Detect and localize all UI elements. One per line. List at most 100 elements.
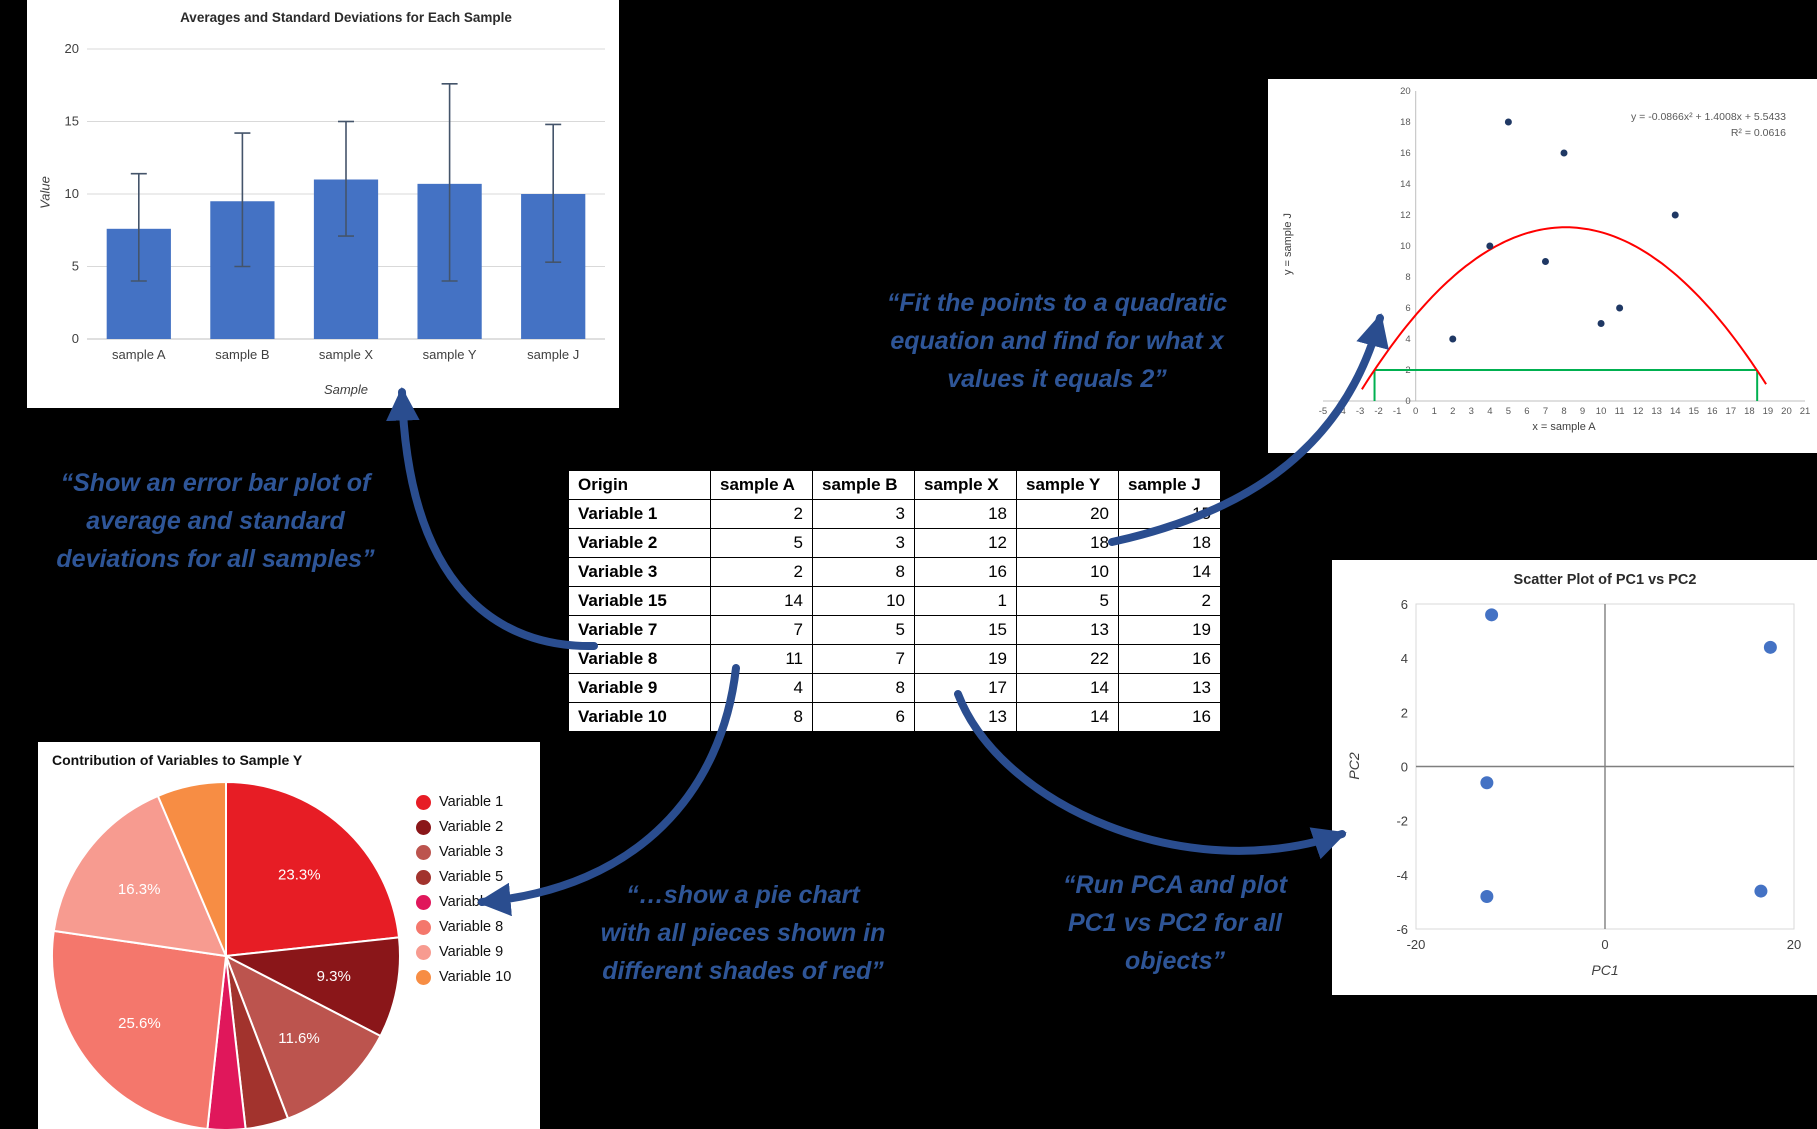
category-label: sample B — [215, 347, 269, 362]
row-label-cell: Variable 7 — [568, 615, 711, 645]
y-tick-label: 10 — [1400, 241, 1411, 252]
x-tick-label: 0 — [1601, 937, 1608, 952]
row-label-cell: Variable 3 — [568, 557, 711, 587]
table-cell: 8 — [812, 673, 915, 703]
x-tick-label: 5 — [1506, 406, 1511, 417]
table-cell: 13 — [1016, 615, 1119, 645]
x-tick-label: 13 — [1651, 406, 1662, 417]
category-label: sample Y — [423, 347, 477, 362]
legend-color-dot — [416, 969, 431, 985]
quad-chart-x-axis-label: x = sample A — [1532, 421, 1596, 433]
table-cell: 3 — [812, 499, 915, 529]
table-cell: 16 — [914, 557, 1017, 587]
pie-legend-item: Variable 9 — [416, 944, 511, 960]
table-cell: 3 — [812, 528, 915, 558]
y-tick-label: 15 — [65, 114, 79, 129]
x-tick-label: -3 — [1356, 406, 1364, 417]
row-label-cell: Variable 9 — [568, 673, 711, 703]
data-point — [1754, 884, 1768, 898]
x-tick-label: 14 — [1670, 406, 1681, 417]
pie-chart-title: Contribution of Variables to Sample Y — [52, 752, 303, 768]
bar-chart-x-axis-label: Sample — [323, 382, 369, 397]
table-cell: 22 — [1016, 644, 1119, 674]
x-tick-label: 0 — [1413, 406, 1418, 417]
x-tick-label: 3 — [1469, 406, 1474, 417]
table-cell: 16 — [1118, 644, 1221, 674]
legend-color-dot — [416, 794, 431, 810]
pie-slice — [52, 794, 228, 958]
table-header-cell: sample Y — [1016, 470, 1119, 500]
fit-equation-text: y = -0.0866x² + 1.4008x + 5.5433 — [1631, 111, 1786, 123]
pie-slice — [224, 953, 382, 1120]
y-tick-label: -2 — [1396, 814, 1408, 829]
pie-slice — [51, 929, 228, 1129]
x-tick-label: 12 — [1633, 406, 1644, 417]
table-cell: 7 — [710, 615, 813, 645]
table-header-cell: Origin — [568, 470, 711, 500]
table-cell: 17 — [914, 673, 1017, 703]
table-row: Variable 15 14 10 1 5 2 — [568, 586, 1221, 616]
data-point — [1480, 776, 1494, 790]
x-tick-label: 1 — [1432, 406, 1437, 417]
x-tick-label: 17 — [1726, 406, 1737, 417]
pie-slice — [222, 936, 401, 1038]
table-cell: 2 — [710, 499, 813, 529]
table-cell: 11 — [710, 644, 813, 674]
pca-chart-y-axis-label: PC2 — [1346, 752, 1362, 780]
pie-legend-item: Variable 7 — [416, 894, 511, 910]
error-bar-chart-panel: 0 5 10 15 20 sample A sample B sample X sample Y… — [27, 0, 619, 408]
x-tick-label: -20 — [1407, 937, 1426, 952]
r-squared-text: R² = 0.0616 — [1730, 127, 1786, 140]
row-label-cell: Variable 1 — [568, 499, 711, 529]
y-tick-label: 8 — [1405, 272, 1410, 283]
table-cell: 18 — [1016, 528, 1119, 558]
table-cell: 6 — [812, 702, 915, 732]
pie-legend-item: Variable 3 — [416, 844, 511, 860]
legend-label: Variable 8 — [439, 919, 504, 935]
table-cell: 13 — [914, 702, 1017, 732]
table-cell: 14 — [710, 586, 813, 616]
pie-legend-item: Variable 10 — [416, 969, 511, 985]
table-cell: 19 — [1118, 615, 1221, 645]
x-tick-label: 8 — [1561, 406, 1566, 417]
slice-percent-label: 9.3% — [317, 968, 351, 985]
table-cell: 4 — [710, 673, 813, 703]
y-tick-label: -6 — [1396, 922, 1408, 937]
y-tick-label: 18 — [1400, 117, 1411, 128]
legend-color-dot — [416, 944, 431, 960]
table-cell: 18 — [914, 499, 1017, 529]
x-tick-label: -2 — [1374, 406, 1382, 417]
y-tick-label: 14 — [1400, 179, 1411, 190]
table-row: Variable 2 5 3 12 18 18 — [568, 528, 1221, 558]
data-point — [1671, 211, 1679, 219]
legend-color-dot — [416, 894, 431, 910]
y-tick-label: 20 — [1400, 86, 1411, 97]
table-body: Variable 1 2 3 18 20 15 Variable 2 5 3 12 18 18 Vari… — [568, 499, 1221, 732]
pie-legend-item: Variable 2 — [416, 819, 511, 835]
data-point — [1449, 335, 1457, 343]
pca-chart-title: Scatter Plot of PC1 vs PC2 — [1513, 572, 1697, 588]
legend-color-dot — [416, 919, 431, 935]
table-cell: 10 — [812, 586, 915, 616]
category-label: sample J — [527, 347, 579, 362]
legend-color-dot — [416, 844, 431, 860]
table-cell: 14 — [1016, 702, 1119, 732]
slice-percent-label: 11.6% — [278, 1030, 319, 1047]
legend-label: Variable 3 — [439, 844, 504, 860]
category-label: sample A — [112, 347, 166, 362]
data-point — [1480, 890, 1494, 903]
pie-chart: 23.3% 9.3% 11.6% 25.6% 16.3% — [51, 780, 401, 1129]
legend-color-dot — [416, 819, 431, 835]
note-pca: “Run PCA and plot PC1 vs PC2 for all obj… — [1062, 871, 1288, 975]
pie-slice — [225, 780, 401, 958]
pie-legend-item: Variable 5 — [416, 869, 511, 885]
category-label: sample X — [319, 347, 374, 362]
x-tick-label: 19 — [1763, 406, 1774, 417]
row-label-cell: Variable 2 — [568, 528, 711, 558]
table-cell: 15 — [1118, 499, 1221, 529]
table-cell: 2 — [710, 557, 813, 587]
y-tick-label: 16 — [1400, 148, 1411, 159]
table-cell: 16 — [1118, 702, 1221, 732]
y-tick-label: 10 — [65, 186, 79, 201]
